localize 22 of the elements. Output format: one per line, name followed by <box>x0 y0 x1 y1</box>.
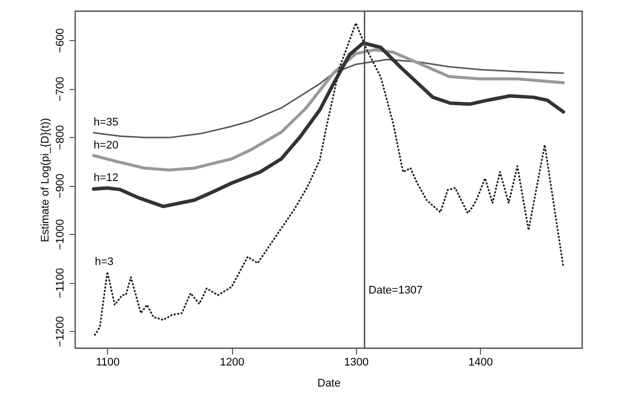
y-tick-label: −700 <box>54 76 66 102</box>
line-series <box>94 22 564 336</box>
x-tick-label: 1200 <box>220 356 244 368</box>
y-tick-label: −600 <box>54 28 66 53</box>
y-tick-label: −900 <box>54 174 66 198</box>
series-label: h=20 <box>94 140 118 152</box>
ref-line-label: Date=1307 <box>368 284 423 297</box>
x-tick-label: 1300 <box>344 356 369 368</box>
y-tick-label: −1200 <box>54 316 66 347</box>
series-label: h=12 <box>94 172 118 184</box>
series-label: h=3 <box>94 256 114 268</box>
y-tick-label: −1000 <box>54 219 66 250</box>
series-label: h=35 <box>94 116 118 129</box>
x-tick-label: 1100 <box>96 356 120 368</box>
line-series <box>92 58 564 138</box>
x-tick-label: 1400 <box>468 356 493 368</box>
y-tick-label: −1100 <box>54 268 66 298</box>
line-series <box>92 48 565 172</box>
y-axis-title: Estimate of Log(pi_{D}(t)) <box>40 118 52 242</box>
x-axis-title: Date <box>317 378 341 390</box>
line-series <box>92 41 566 208</box>
y-tick-label: −800 <box>54 125 66 150</box>
